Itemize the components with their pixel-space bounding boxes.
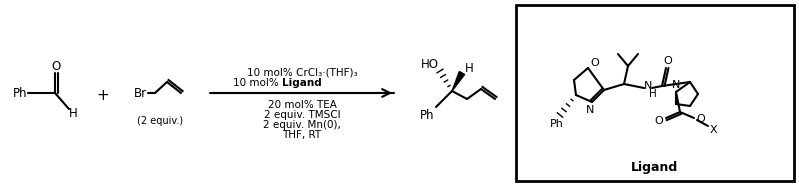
- Text: HO: HO: [421, 57, 439, 70]
- Text: X: X: [710, 125, 717, 135]
- Text: Br: Br: [133, 86, 146, 100]
- Text: Ph: Ph: [13, 86, 27, 100]
- Text: +: +: [97, 87, 109, 102]
- Text: N: N: [672, 80, 680, 90]
- Text: N: N: [586, 105, 594, 115]
- Text: THF, RT: THF, RT: [282, 130, 321, 140]
- Text: Ph: Ph: [550, 119, 564, 129]
- Text: 2 equiv. TMSCl: 2 equiv. TMSCl: [264, 110, 340, 120]
- Text: H: H: [465, 62, 473, 75]
- Text: Ligand: Ligand: [282, 78, 322, 88]
- Text: H: H: [649, 89, 657, 99]
- Text: O: O: [697, 114, 706, 124]
- Text: Ph: Ph: [419, 108, 434, 121]
- Polygon shape: [452, 72, 465, 91]
- Text: Ligand: Ligand: [631, 161, 678, 174]
- Text: O: O: [654, 116, 663, 126]
- Text: 10 mol% CrCl₃·(THF)₃: 10 mol% CrCl₃·(THF)₃: [247, 67, 357, 77]
- Text: 2 equiv. Mn(0),: 2 equiv. Mn(0),: [263, 120, 341, 130]
- Text: 10 mol%: 10 mol%: [233, 78, 282, 88]
- Text: H: H: [69, 107, 78, 119]
- Text: 20 mol% TEA: 20 mol% TEA: [268, 100, 336, 110]
- Bar: [516, 5, 794, 181]
- Text: O: O: [51, 60, 61, 73]
- Text: O: O: [664, 56, 673, 66]
- Text: N: N: [644, 81, 652, 91]
- Text: O: O: [590, 58, 599, 68]
- Text: (2 equiv.): (2 equiv.): [137, 116, 183, 126]
